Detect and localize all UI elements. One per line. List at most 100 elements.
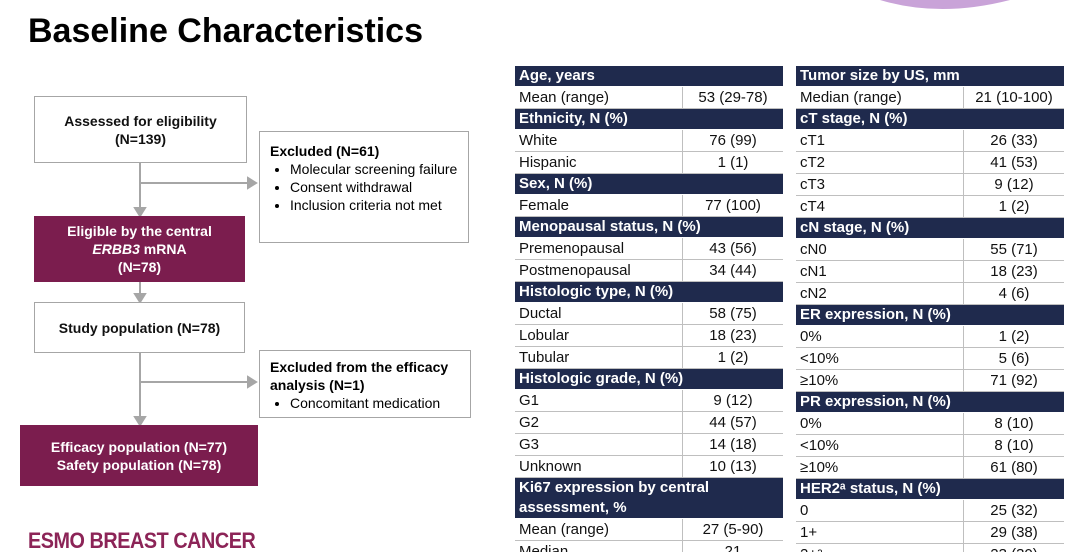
row-label: ≥10% <box>800 372 839 389</box>
table-row: Female 77 (100) <box>515 195 783 217</box>
row-value: 27 (5-90) <box>682 519 783 540</box>
row-value: 43 (56) <box>682 238 783 259</box>
row-value: 76 (99) <box>682 130 783 151</box>
table-row: <10% 5 (6) <box>796 348 1064 370</box>
text: Efficacy population (N=77) <box>50 438 228 455</box>
table-row: Premenopausal 43 (56) <box>515 238 783 260</box>
row-value: 8 (10) <box>963 413 1064 434</box>
section-header: Menopausal status, N (%) <box>515 217 783 238</box>
text: (N=78) <box>117 259 162 275</box>
row-value: 14 (18) <box>682 434 783 455</box>
section-header: HER2ᵃ status, N (%) <box>796 479 1064 500</box>
excluded-efficacy-box: Excluded from the efficacy analysis (N=1… <box>259 350 471 418</box>
row-label: cT3 <box>800 176 826 193</box>
table-row: Ductal 58 (75) <box>515 303 783 325</box>
row-label: Median (range) <box>800 89 902 106</box>
row-label: cT2 <box>800 154 826 171</box>
row-label: Lobular <box>519 327 570 344</box>
section-header: PR expression, N (%) <box>796 392 1064 413</box>
bullet: Concomitant medication <box>290 394 460 412</box>
row-value: 18 (23) <box>682 325 783 346</box>
row-value: 9 (12) <box>682 390 783 411</box>
row-value: 21 <box>682 541 783 552</box>
table-row: ≥10% 61 (80) <box>796 457 1064 479</box>
text: Safety population (N=78) <box>56 456 222 473</box>
table-row: Mean (range) 27 (5-90) <box>515 519 783 541</box>
table-row: 0 25 (32) <box>796 500 1064 522</box>
table-row: Mean (range) 53 (29-78) <box>515 87 783 109</box>
table-row: G2 44 (57) <box>515 412 783 434</box>
section-header: Histologic type, N (%) <box>515 282 783 303</box>
row-value: 58 (75) <box>682 303 783 324</box>
row-label: cT4 <box>800 198 826 215</box>
table-row: cT1 26 (33) <box>796 130 1064 152</box>
row-value: 1 (1) <box>682 152 783 173</box>
table-row: G1 9 (12) <box>515 390 783 412</box>
table-row: cT4 1 (2) <box>796 196 1064 218</box>
row-value: 5 (6) <box>963 348 1064 369</box>
row-label: Female <box>519 197 570 214</box>
row-value: 8 (10) <box>963 435 1064 456</box>
row-value: 55 (71) <box>963 239 1064 260</box>
bullet-list: Concomitant medication <box>270 394 460 412</box>
row-label: ≥10% <box>800 459 839 476</box>
row-label: G1 <box>519 392 540 409</box>
excluded-box: Excluded (N=61) Molecular screening fail… <box>259 131 469 243</box>
table-row: 1+ 29 (38) <box>796 522 1064 544</box>
row-value: 44 (57) <box>682 412 783 433</box>
table-row: cN1 18 (23) <box>796 261 1064 283</box>
row-label: Premenopausal <box>519 240 625 257</box>
assessed-box: Assessed for eligibility (N=139) <box>34 96 247 163</box>
row-value: 29 (38) <box>963 522 1064 543</box>
row-label: Ductal <box>519 305 562 322</box>
row-label: Tubular <box>519 349 570 366</box>
row-value: 18 (23) <box>963 261 1064 282</box>
table-row: Lobular 18 (23) <box>515 325 783 347</box>
section-header: ER expression, N (%) <box>796 305 1064 326</box>
row-value: 71 (92) <box>963 370 1064 391</box>
section-header: cN stage, N (%) <box>796 218 1064 239</box>
row-label: Unknown <box>519 458 582 475</box>
section-header: Ethnicity, N (%) <box>515 109 783 130</box>
row-value: 77 (100) <box>682 195 783 216</box>
section-header: Age, years <box>515 66 783 87</box>
row-value: 1 (2) <box>963 196 1064 217</box>
row-label: Postmenopausal <box>519 262 631 279</box>
table-row: cN0 55 (71) <box>796 239 1064 261</box>
text: Study population (N=78) <box>58 319 221 336</box>
table-row: ≥10% 71 (92) <box>796 370 1064 392</box>
row-label: White <box>519 132 558 149</box>
section-header: Tumor size by US, mm <box>796 66 1064 87</box>
row-value: 1 (2) <box>682 347 783 368</box>
row-value: 26 (33) <box>963 130 1064 151</box>
text: Excluded from the efficacy analysis (N=1… <box>270 359 449 393</box>
section-header: Sex, N (%) <box>515 174 783 195</box>
table-row: Unknown 10 (13) <box>515 456 783 478</box>
table-row: cT3 9 (12) <box>796 174 1064 196</box>
table-row: Median (range) 21 (10-100) <box>796 87 1064 109</box>
row-value: 53 (29-78) <box>682 87 783 108</box>
table-row: White 76 (99) <box>515 130 783 152</box>
row-value: 4 (6) <box>963 283 1064 304</box>
text: Excluded (N=61) <box>270 143 380 159</box>
table-row: Hispanic 1 (1) <box>515 152 783 174</box>
left-table: Age, years Mean (range) 53 (29-78) Ethnicit… <box>515 66 783 552</box>
row-value: 21 (10-100) <box>963 87 1064 108</box>
text-line: ERBB3 mRNA <box>92 240 186 258</box>
section-header: Ki67 expression by central assessment, % <box>515 478 783 519</box>
bullet: Inclusion criteria not met <box>290 196 458 214</box>
row-value: 1 (2) <box>963 326 1064 347</box>
corner-decoration <box>880 0 1010 9</box>
table-row: cN2 4 (6) <box>796 283 1064 305</box>
row-label: cN2 <box>800 285 827 302</box>
row-label: Median <box>519 543 569 552</box>
table-row: G3 14 (18) <box>515 434 783 456</box>
row-label: Mean (range) <box>519 89 610 106</box>
row-value: 25 (32) <box>963 500 1064 521</box>
text: (N=139) <box>115 130 166 147</box>
right-table: Tumor size by US, mm Median (range) 21 (10… <box>796 66 1064 552</box>
bullet: Molecular screening failure <box>290 160 458 178</box>
row-label: <10% <box>800 350 839 367</box>
row-label: 2+ᵃ <box>796 544 963 552</box>
